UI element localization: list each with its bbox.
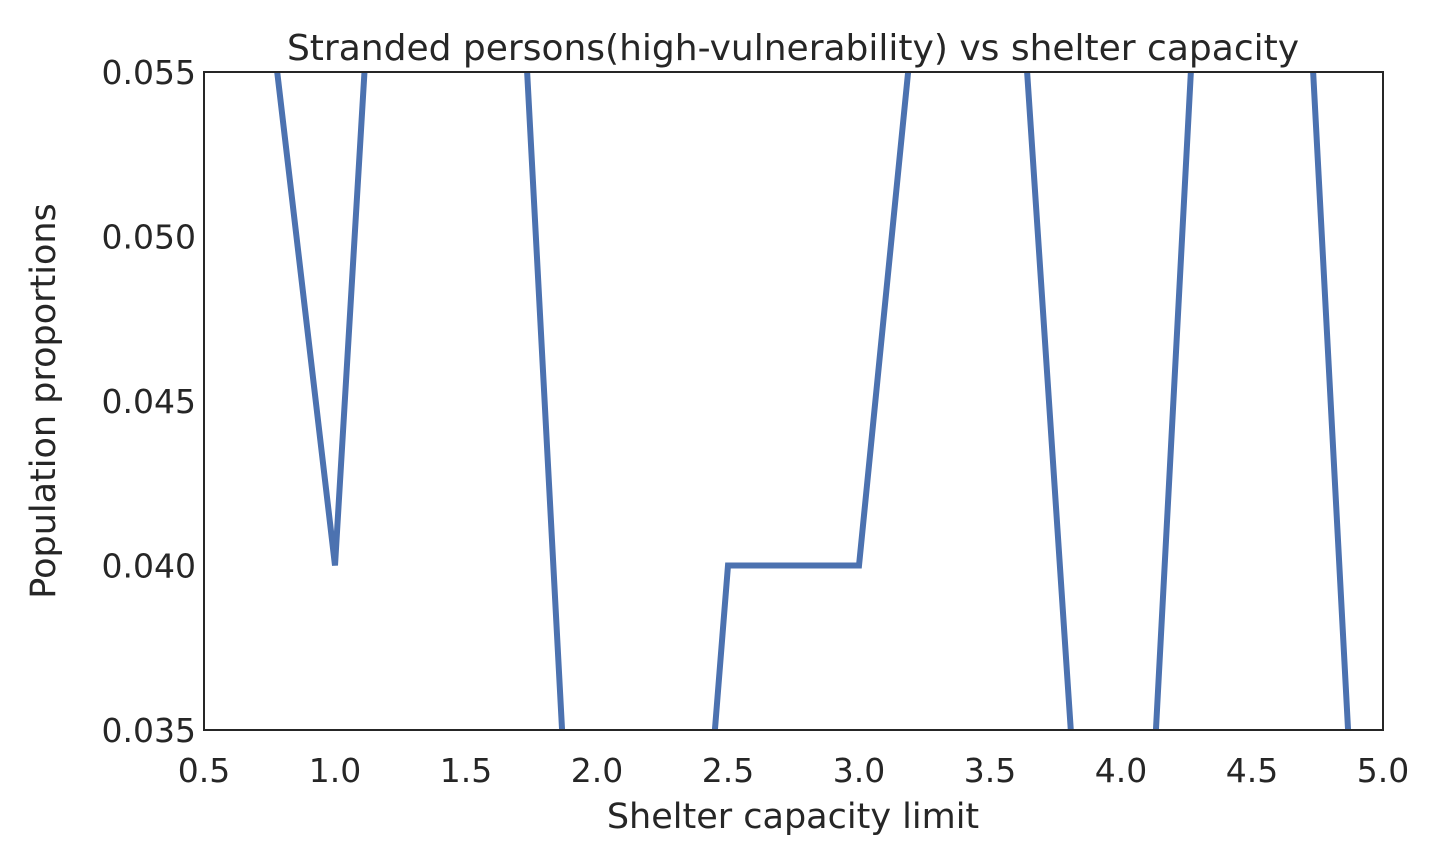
x-tick-label: 1.5 [440, 751, 492, 790]
chart-title: Stranded persons(high-vulnerability) vs … [287, 28, 1299, 69]
x-tick-label: 0.5 [178, 751, 230, 790]
x-tick-label: 4.0 [1095, 751, 1147, 790]
y-axis-label: Population proportions [24, 203, 64, 599]
x-tick-label: 2.0 [571, 751, 623, 790]
series-line [274, 72, 1352, 730]
x-tick-label: 1.0 [309, 751, 361, 790]
y-tick-label: 0.045 [102, 382, 196, 421]
x-axis-ticks: 0.5 1.0 1.5 2.0 2.5 3.0 3.5 4.0 4.5 5.0 [178, 751, 1409, 790]
y-axis-ticks: 0.035 0.040 0.045 0.050 0.055 [102, 53, 196, 750]
plot-area [274, 72, 1352, 730]
x-axis-label: Shelter capacity limit [607, 797, 979, 837]
x-tick-label: 5.0 [1357, 751, 1409, 790]
plot-frame [203, 71, 1384, 731]
x-tick-label: 3.0 [833, 751, 885, 790]
y-tick-label: 0.035 [102, 711, 196, 750]
x-tick-label: 2.5 [702, 751, 754, 790]
y-tick-label: 0.040 [102, 547, 196, 586]
x-tick-label: 4.5 [1226, 751, 1278, 790]
x-tick-label: 3.5 [964, 751, 1016, 790]
y-tick-label: 0.055 [102, 53, 196, 92]
y-tick-label: 0.050 [102, 218, 196, 257]
